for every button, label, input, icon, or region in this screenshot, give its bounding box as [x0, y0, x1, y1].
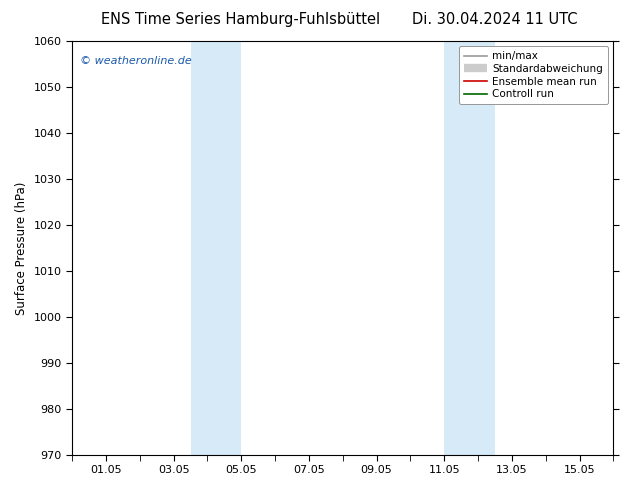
Text: Di. 30.04.2024 11 UTC: Di. 30.04.2024 11 UTC	[411, 12, 578, 27]
Legend: min/max, Standardabweichung, Ensemble mean run, Controll run: min/max, Standardabweichung, Ensemble me…	[459, 46, 608, 104]
Bar	[444, 41, 495, 455]
Y-axis label: Surface Pressure (hPa): Surface Pressure (hPa)	[15, 181, 28, 315]
Text: ENS Time Series Hamburg-Fuhlsbüttel: ENS Time Series Hamburg-Fuhlsbüttel	[101, 12, 380, 27]
Bar	[190, 41, 242, 455]
Text: © weatheronline.de: © weatheronline.de	[81, 55, 192, 66]
